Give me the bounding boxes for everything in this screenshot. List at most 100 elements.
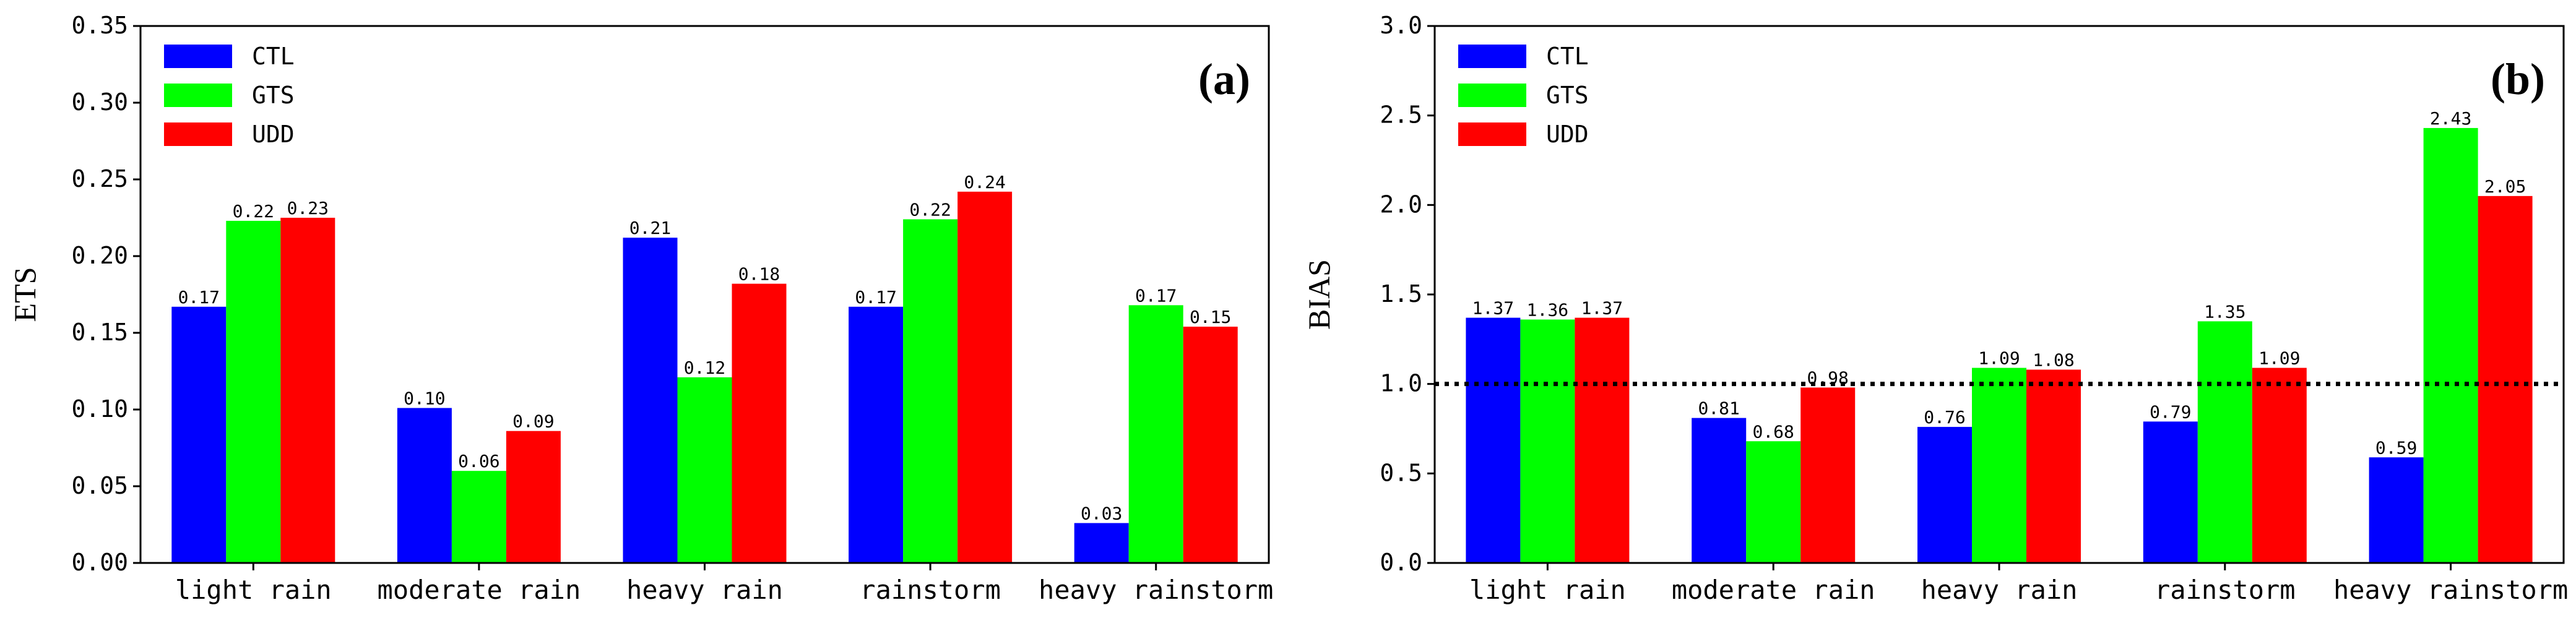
legend-swatch-bias-gts [1458,84,1526,107]
bar-bias-gts-3 [2197,321,2252,563]
y-axis-title-bias: BIAS [1302,259,1336,330]
bar-value-label-bias-ctl-2: 0.76 [1924,407,1965,427]
bar-bias-ctl-0 [1466,317,1521,563]
x-tick-label-bias-1: moderate rain [1672,575,1875,605]
bar-ets-gts-1 [451,471,506,563]
x-tick-label-bias-2: heavy rain [1921,575,2078,605]
bar-ets-udd-4 [1183,327,1238,563]
bar-ets-gts-0 [226,220,281,564]
legend-swatch-bias-ctl [1458,45,1526,68]
bar-ets-udd-3 [957,191,1013,564]
bar-value-label-ets-ctl-3: 0.17 [855,287,896,307]
bar-ets-udd-1 [506,431,561,563]
y-tick-label-ets-3: 0.15 [71,319,128,346]
bar-value-label-bias-udd-0: 1.37 [1581,298,1623,319]
bar-value-label-ets-gts-4: 0.17 [1135,285,1177,306]
bar-value-label-bias-ctl-0: 1.37 [1472,298,1514,319]
bar-value-label-ets-gts-0: 0.22 [233,201,274,221]
x-tick-label-bias-0: light rain [1469,575,1626,605]
bar-value-label-bias-udd-4: 2.05 [2484,176,2526,197]
y-tick-label-ets-1: 0.05 [71,472,128,499]
y-tick-label-ets-6: 0.30 [71,88,128,116]
legend-label-bias-gts: GTS [1546,82,1589,109]
bar-value-label-ets-udd-1: 0.09 [512,411,554,432]
y-tick-label-bias-2: 1.0 [1380,370,1422,397]
x-tick-label-bias-3: rainstorm [2155,575,2296,605]
bar-value-label-ets-ctl-4: 0.03 [1081,504,1122,524]
legend-label-bias-ctl: CTL [1546,43,1589,70]
bar-ets-gts-3 [903,219,958,564]
panel-label-bias: (b) [2491,54,2545,104]
y-tick-label-bias-1: 0.5 [1380,459,1422,486]
bar-value-label-ets-udd-4: 0.15 [1190,307,1231,327]
legend-swatch-ets-udd [164,122,232,146]
legend-swatch-ets-ctl [164,45,232,68]
y-tick-label-bias-4: 2.0 [1380,191,1422,218]
bar-value-label-ets-ctl-1: 0.10 [404,388,445,409]
bar-bias-udd-2 [2026,369,2081,563]
bar-value-label-ets-gts-3: 0.22 [909,199,951,220]
x-tick-label-ets-3: rainstorm [860,575,1001,605]
bar-value-label-bias-gts-0: 1.36 [1527,300,1568,320]
bar-value-label-ets-gts-1: 0.06 [458,451,499,471]
bar-bias-ctl-3 [2143,421,2198,563]
bar-bias-udd-3 [2252,367,2307,563]
legend-label-ets-ctl: CTL [252,43,295,70]
legend-label-ets-gts: GTS [252,82,295,109]
bar-value-label-ets-gts-2: 0.12 [684,358,725,378]
bar-ets-ctl-4 [1074,523,1129,563]
legend-swatch-ets-gts [164,84,232,107]
y-tick-label-ets-5: 0.25 [71,165,128,192]
bar-value-label-bias-gts-3: 1.35 [2204,301,2245,322]
bar-value-label-bias-ctl-3: 0.79 [2150,401,2191,422]
bar-ets-udd-0 [280,218,335,563]
y-tick-label-ets-2: 0.10 [71,395,128,423]
bar-value-label-ets-udd-2: 0.18 [738,264,780,285]
bar-bias-gts-2 [1972,367,2026,563]
y-tick-label-bias-3: 1.5 [1380,280,1422,307]
bar-bias-ctl-1 [1692,418,1747,563]
bias-panel: 1.37 0.81 0.76 0.79 0.59 1.36 0.68 1.09 1.35 2.43… [1302,12,2568,605]
bar-ets-gts-4 [1128,305,1183,563]
bar-value-label-bias-gts-1: 0.68 [1752,421,1794,442]
x-tick-label-ets-4: heavy rainstorm [1039,575,1273,605]
bar-bias-udd-4 [2478,195,2533,563]
bar-value-label-ets-udd-3: 0.24 [964,172,1005,192]
legend-label-ets-udd: UDD [252,121,295,148]
bar-value-label-ets-ctl-0: 0.17 [178,287,220,307]
bar-value-label-bias-gts-4: 2.43 [2430,108,2471,129]
bar-value-label-bias-ctl-1: 0.81 [1698,398,1739,419]
bar-bias-gts-0 [1520,319,1575,563]
x-tick-label-ets-0: light rain [175,575,332,605]
panel-label-ets: (a) [1198,54,1250,104]
bar-ets-udd-2 [732,283,787,563]
x-tick-label-ets-2: heavy rain [626,575,783,605]
y-tick-label-ets-0: 0.00 [71,549,128,576]
bar-bias-gts-4 [2423,127,2478,564]
bar-ets-ctl-1 [397,408,452,563]
y-tick-label-bias-5: 2.5 [1380,101,1422,129]
bar-value-label-ets-udd-0: 0.23 [287,198,329,218]
bar-ets-ctl-0 [171,306,227,563]
bar-ets-gts-2 [677,377,732,563]
y-tick-label-ets-7: 0.35 [71,12,128,39]
bar-value-label-bias-gts-2: 1.09 [1978,348,2020,369]
legend-swatch-bias-udd [1458,122,1526,146]
y-axis-title-ets: ETS [7,267,42,322]
y-tick-label-bias-0: 0.0 [1380,549,1422,576]
legend-label-bias-udd: UDD [1546,121,1589,148]
x-tick-label-ets-1: moderate rain [378,575,581,605]
bar-bias-gts-1 [1746,441,1801,563]
bar-bias-ctl-4 [2369,457,2424,563]
ets-panel: 0.17 0.10 0.21 0.17 0.03 0.22 0.06 0.12 0.22 0.17… [7,12,1273,605]
y-tick-label-ets-4: 0.20 [71,242,128,269]
x-tick-label-bias-4: heavy rainstorm [2333,575,2568,605]
y-tick-label-bias-6: 3.0 [1380,12,1422,39]
bar-bias-udd-0 [1575,317,1630,563]
bar-ets-ctl-2 [623,238,678,563]
bar-bias-ctl-2 [1917,427,1972,563]
bar-value-label-ets-ctl-2: 0.21 [629,218,671,238]
bar-ets-ctl-3 [849,306,904,563]
bar-value-label-bias-udd-2: 1.08 [2033,350,2074,371]
